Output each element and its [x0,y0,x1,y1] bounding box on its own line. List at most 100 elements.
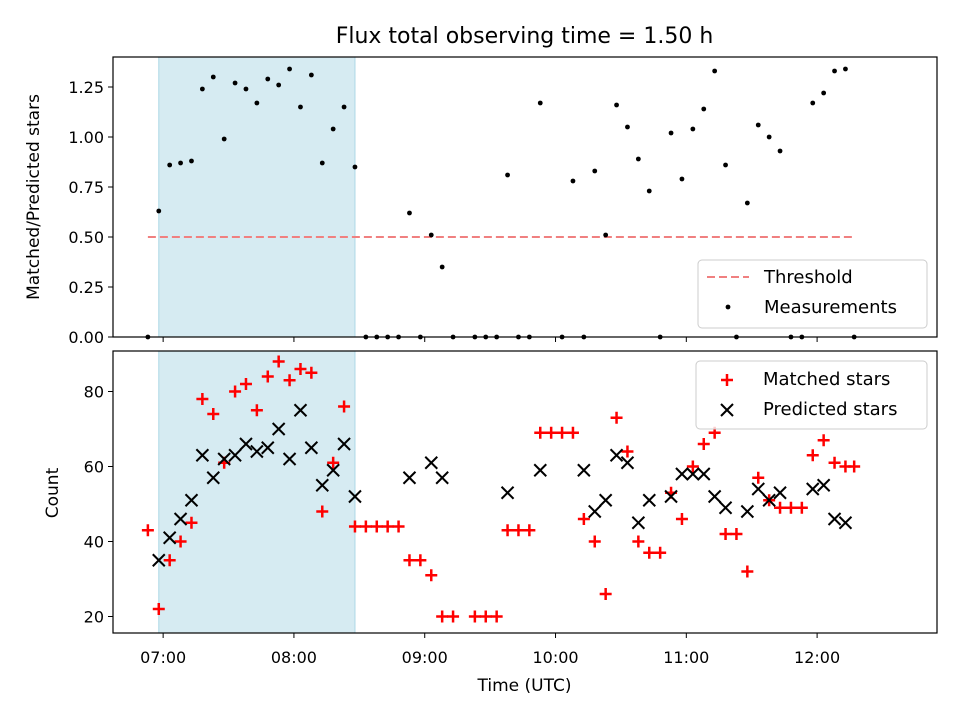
matched-star-point [152,603,165,615]
matched-star-point [675,513,688,525]
predicted-star-point [337,437,351,451]
predicted-star-point [609,448,624,462]
matched-star-point [752,471,765,484]
predicted-star-point [239,437,253,451]
y-tick-label: 20 [84,608,104,627]
predicted-star-point [740,504,755,519]
measurement-point [330,126,336,132]
measurement-point [821,90,827,96]
y-tick-label: 1.25 [68,78,104,97]
predicted-star-point [228,448,242,462]
measurement-point [668,130,674,136]
matched-star-point [730,528,743,540]
y-tick-label: 0.50 [68,228,104,247]
measurement-point [210,74,216,80]
predicted-star-point [664,489,678,504]
predicted-star-point [304,441,319,455]
y-tick-label: 60 [84,458,104,477]
predicted-star-point [293,403,308,417]
matched-star-point [774,501,787,514]
predicted-star-point [675,467,689,481]
matched-star-point [316,505,329,518]
y-tick-label: 0.75 [68,178,104,197]
predicted-star-point [838,516,853,530]
matched-star-point [545,426,558,439]
measurement-point [755,122,761,128]
matched-star-point [686,460,699,473]
measurement-point [178,160,183,166]
ratio-legend-box [697,259,928,329]
measurement-point [592,168,598,174]
predicted-star-point [598,493,613,507]
predicted-star-point [762,493,776,507]
measurement-point [341,104,347,110]
measurement-point [744,200,750,206]
predicted-star-point [718,501,733,515]
matched-star-point [501,524,514,537]
predicted-star-point [620,456,635,470]
measurement-point [843,66,848,72]
measurement-point [723,162,728,168]
predicted-star-point [261,441,275,455]
measurement-point [232,80,238,86]
measurement-point [701,106,707,112]
matched-star-point [828,456,841,469]
predicted-star-point [402,471,417,485]
y-tick-label: 0.00 [68,328,104,347]
predicted-star-point [500,486,515,500]
matched-star-point [610,411,623,424]
y-tick-label: 1.00 [68,128,104,147]
ratio-panel: 0.00 0.25 0.50 0.75 1.00 1.25 Matched/Predict… [24,56,938,347]
predicted-star-point [424,456,438,470]
matched-star-point [283,374,296,387]
count-panel-frame [112,350,938,634]
predicted-star-point [707,489,722,504]
observing-window-shade-bottom [158,350,356,634]
matched-star-point [414,554,427,567]
predicted-star-point [686,467,700,481]
matched-star-point [566,426,579,439]
legend-measurement-marker [725,304,731,310]
measurement-point [243,86,249,92]
measurement-point [428,232,434,238]
matched-star-point [425,569,438,582]
x-tick-label: 12:00 [794,648,840,667]
matched-star-point [556,426,569,439]
count-y-axis-label: Count [43,467,63,518]
y-tick-label: 40 [84,533,104,552]
measurement-point [254,100,260,106]
count-x-ticks: 07:00 08:00 09:00 10:00 11:00 12:00 [140,633,840,667]
predicted-star-point [816,478,831,492]
matched-star-point [697,438,710,450]
x-axis-label: Time (UTC) [477,676,572,696]
matched-star-point [348,520,361,533]
x-tick-label: 11:00 [663,648,709,667]
measurement-point [712,68,718,74]
predicted-star-point [533,463,547,477]
predicted-star-point [435,471,449,485]
matched-star-point [305,366,318,379]
measurement-point [308,72,314,78]
matched-star-point [261,370,274,383]
matched-star-point [643,546,656,559]
predicted-star-point [250,444,264,459]
matched-star-point [479,610,492,623]
predicted-star-point [588,504,602,519]
predicted-star-point [152,553,166,567]
matched-star-point [196,393,209,405]
measurement-point [646,188,652,194]
predicted-star-point [162,531,177,545]
predicted-star-point [315,478,329,492]
matched-star-point [207,408,220,420]
measurement-point [537,100,543,106]
ratio-panel-frame [112,56,938,338]
predicted-star-point [195,448,210,462]
measurement-point [167,162,173,168]
legend-measurements-label: Measurements [764,297,897,318]
y-tick-label: 0.25 [68,278,104,297]
predicted-star-point [326,463,340,477]
ratio-y-axis-label: Matched/Predicted stars [24,94,44,300]
measurement-point [265,76,271,82]
matched-star-point [338,400,351,413]
